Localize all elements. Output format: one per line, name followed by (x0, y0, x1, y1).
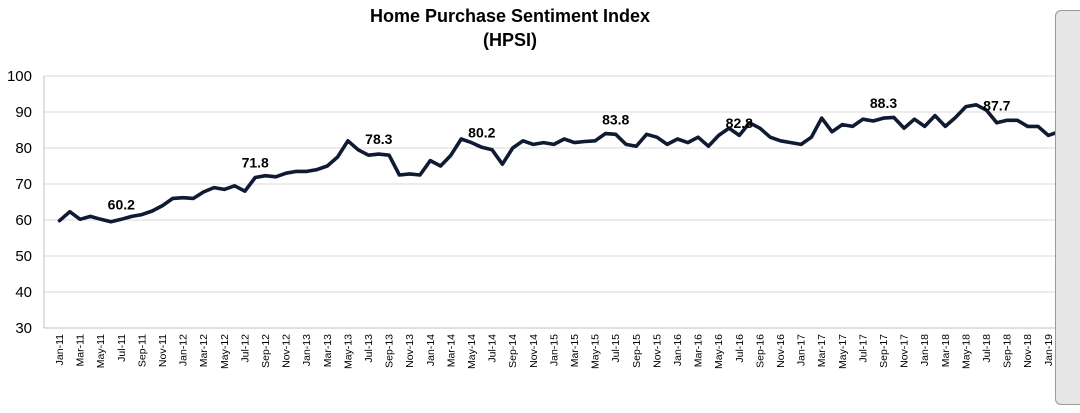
x-tick-label: Sep-13 (384, 334, 396, 368)
data-label: 78.3 (365, 131, 392, 147)
y-tick-label: 100 (7, 68, 32, 85)
chart-title: Home Purchase Sentiment Index (370, 6, 650, 26)
x-tick-label: Nov-16 (775, 334, 787, 368)
x-tick-label: Mar-12 (198, 334, 210, 367)
x-tick-label: Jan-13 (301, 334, 313, 366)
x-tick-label: Mar-18 (940, 334, 952, 367)
y-tick-label: 70 (15, 176, 32, 193)
data-label: 71.8 (242, 155, 269, 171)
x-tick-label: Jan-11 (54, 334, 66, 365)
data-labels: 60.271.878.380.283.882.888.387.791.581.0… (108, 95, 1011, 212)
x-tick-label: Mar-17 (816, 334, 828, 367)
series-layer (57, 103, 1080, 224)
x-tick-label: Jan-14 (425, 334, 437, 366)
x-tick-label: Jan-18 (919, 334, 931, 366)
x-tick-label: Nov-13 (404, 334, 416, 368)
gridlines (43, 75, 1068, 329)
x-tick-label: Nov-11 (157, 334, 169, 367)
x-axis-ticks: Jan-11 Mar-11 May-11 Jul-11 Sep-11 Nov-11 Jan-… (54, 334, 1075, 369)
data-label: 60.2 (108, 196, 135, 212)
y-tick-label: 60 (15, 212, 32, 229)
x-tick-label: Mar-14 (445, 334, 457, 367)
y-tick-label: 40 (15, 284, 32, 301)
x-tick-label: Nov-18 (1022, 334, 1034, 368)
x-tick-label: Sep-14 (507, 334, 519, 368)
x-tick-label: Jul-11 (116, 334, 128, 362)
x-tick-label: Jan-19 (1043, 334, 1055, 366)
y-tick-label: 80 (15, 140, 32, 157)
y-tick-label: 50 (15, 248, 32, 265)
x-tick-label: Nov-17 (899, 334, 911, 368)
data-label: 83.8 (602, 111, 629, 127)
x-tick-label: Sep-18 (1002, 334, 1014, 368)
x-tick-label: May-13 (342, 334, 354, 369)
y-tick-label: 30 (15, 320, 32, 337)
data-label: 80.2 (468, 124, 495, 140)
x-tick-label: Nov-12 (281, 334, 293, 368)
chart-subtitle: (HPSI) (483, 30, 537, 50)
x-tick-label: Jul-14 (487, 334, 499, 363)
series-line-hpsi (57, 103, 1080, 224)
x-tick-label: Mar-16 (693, 334, 705, 367)
y-tick-label: 90 (15, 104, 32, 121)
x-tick-label: Nov-14 (528, 334, 540, 368)
x-tick-label: Sep-17 (878, 334, 890, 368)
x-tick-label: Nov-15 (651, 334, 663, 368)
x-tick-label: Jan-15 (548, 334, 560, 366)
x-tick-label: Jul-13 (363, 334, 375, 363)
x-tick-label: Sep-12 (260, 334, 272, 368)
data-label: 88.3 (870, 95, 897, 111)
data-label: 82.8 (726, 115, 753, 131)
x-tick-label: Sep-16 (754, 334, 766, 368)
side-scroll-handle[interactable] (1055, 10, 1080, 405)
x-tick-label: May-11 (95, 334, 107, 368)
x-tick-label: May-17 (837, 334, 849, 369)
x-tick-label: Jul-15 (610, 334, 622, 363)
x-tick-label: Sep-11 (136, 334, 148, 367)
x-tick-label: Jul-12 (239, 334, 251, 363)
x-tick-label: May-15 (590, 334, 602, 369)
x-tick-label: Mar-13 (322, 334, 334, 367)
x-tick-label: May-12 (219, 334, 231, 369)
x-tick-label: Mar-11 (75, 334, 87, 367)
x-tick-label: May-18 (960, 334, 972, 369)
x-tick-label: Jul-18 (981, 334, 993, 363)
x-tick-label: Mar-15 (569, 334, 581, 367)
x-tick-label: Jan-12 (178, 334, 190, 366)
x-tick-label: May-14 (466, 334, 478, 369)
x-tick-label: Jul-16 (734, 334, 746, 363)
x-tick-label: Jul-17 (857, 334, 869, 363)
data-label: 87.7 (983, 97, 1010, 113)
y-axis-ticks: 30 40 50 60 70 80 90 100 (7, 68, 32, 337)
x-tick-label: Sep-15 (631, 334, 643, 368)
x-tick-label: May-16 (713, 334, 725, 369)
x-tick-label: Jan-16 (672, 334, 684, 366)
x-tick-label: Jan-17 (796, 334, 808, 366)
